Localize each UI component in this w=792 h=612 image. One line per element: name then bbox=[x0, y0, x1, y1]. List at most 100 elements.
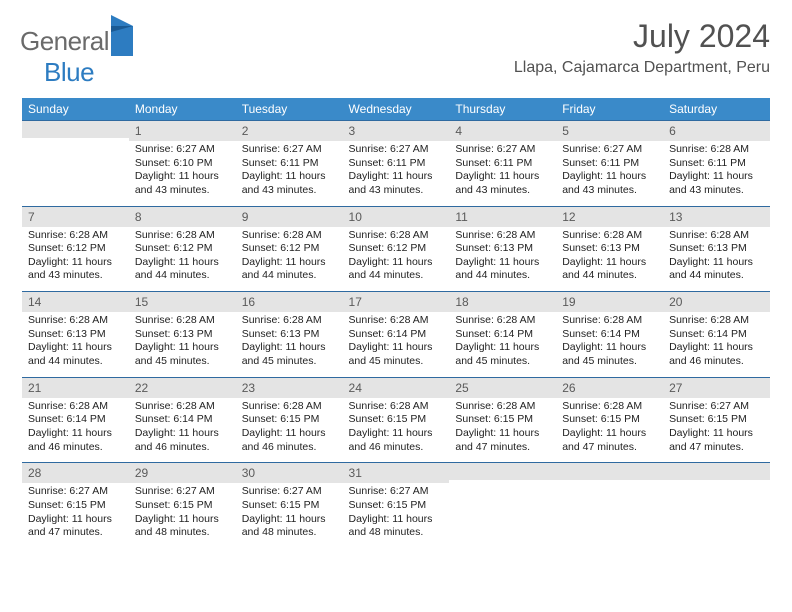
day-body: Sunrise: 6:28 AMSunset: 6:14 PMDaylight:… bbox=[22, 398, 129, 463]
day-body: Sunrise: 6:27 AMSunset: 6:15 PMDaylight:… bbox=[343, 483, 450, 548]
day-body: Sunrise: 6:27 AMSunset: 6:15 PMDaylight:… bbox=[129, 483, 236, 548]
calendar-cell: 30Sunrise: 6:27 AMSunset: 6:15 PMDayligh… bbox=[236, 462, 343, 548]
weekday-header: Friday bbox=[556, 98, 663, 120]
day-body: Sunrise: 6:28 AMSunset: 6:13 PMDaylight:… bbox=[129, 312, 236, 377]
calendar-cell: 27Sunrise: 6:27 AMSunset: 6:15 PMDayligh… bbox=[663, 377, 770, 463]
day-body: Sunrise: 6:27 AMSunset: 6:11 PMDaylight:… bbox=[556, 141, 663, 206]
calendar-cell: 11Sunrise: 6:28 AMSunset: 6:13 PMDayligh… bbox=[449, 206, 556, 292]
day-number bbox=[449, 462, 556, 480]
day-body: Sunrise: 6:28 AMSunset: 6:14 PMDaylight:… bbox=[449, 312, 556, 377]
day-number: 15 bbox=[129, 291, 236, 312]
title-block: July 2024 Llapa, Cajamarca Department, P… bbox=[514, 18, 770, 77]
day-body: Sunrise: 6:28 AMSunset: 6:13 PMDaylight:… bbox=[449, 227, 556, 292]
day-number: 6 bbox=[663, 120, 770, 141]
logo-sail-icon bbox=[111, 15, 133, 56]
calendar-cell: 7Sunrise: 6:28 AMSunset: 6:12 PMDaylight… bbox=[22, 206, 129, 292]
day-body: Sunrise: 6:28 AMSunset: 6:15 PMDaylight:… bbox=[236, 398, 343, 463]
calendar-cell: 24Sunrise: 6:28 AMSunset: 6:15 PMDayligh… bbox=[343, 377, 450, 463]
calendar-cell: 9Sunrise: 6:28 AMSunset: 6:12 PMDaylight… bbox=[236, 206, 343, 292]
day-body: Sunrise: 6:27 AMSunset: 6:15 PMDaylight:… bbox=[663, 398, 770, 463]
logo: General Blue bbox=[20, 26, 133, 88]
calendar-row: 1Sunrise: 6:27 AMSunset: 6:10 PMDaylight… bbox=[22, 120, 770, 206]
day-number: 12 bbox=[556, 206, 663, 227]
calendar-row: 28Sunrise: 6:27 AMSunset: 6:15 PMDayligh… bbox=[22, 462, 770, 548]
day-number: 8 bbox=[129, 206, 236, 227]
calendar-cell: 31Sunrise: 6:27 AMSunset: 6:15 PMDayligh… bbox=[343, 462, 450, 548]
day-number: 7 bbox=[22, 206, 129, 227]
calendar-cell: 5Sunrise: 6:27 AMSunset: 6:11 PMDaylight… bbox=[556, 120, 663, 206]
header: General Blue July 2024 Llapa, Cajamarca … bbox=[22, 18, 770, 88]
day-number: 3 bbox=[343, 120, 450, 141]
calendar-row: 21Sunrise: 6:28 AMSunset: 6:14 PMDayligh… bbox=[22, 377, 770, 463]
day-number bbox=[663, 462, 770, 480]
weekday-header: Saturday bbox=[663, 98, 770, 120]
day-body: Sunrise: 6:28 AMSunset: 6:13 PMDaylight:… bbox=[236, 312, 343, 377]
day-number: 14 bbox=[22, 291, 129, 312]
calendar-cell bbox=[22, 120, 129, 206]
day-body bbox=[663, 480, 770, 538]
day-number: 5 bbox=[556, 120, 663, 141]
day-body: Sunrise: 6:27 AMSunset: 6:15 PMDaylight:… bbox=[22, 483, 129, 548]
day-body: Sunrise: 6:28 AMSunset: 6:12 PMDaylight:… bbox=[236, 227, 343, 292]
day-number: 18 bbox=[449, 291, 556, 312]
day-number: 10 bbox=[343, 206, 450, 227]
logo-text-blue: Blue bbox=[44, 57, 94, 87]
calendar-cell: 26Sunrise: 6:28 AMSunset: 6:15 PMDayligh… bbox=[556, 377, 663, 463]
logo-text-general: General bbox=[20, 26, 109, 56]
calendar-cell: 4Sunrise: 6:27 AMSunset: 6:11 PMDaylight… bbox=[449, 120, 556, 206]
day-body: Sunrise: 6:28 AMSunset: 6:13 PMDaylight:… bbox=[663, 227, 770, 292]
day-body: Sunrise: 6:27 AMSunset: 6:11 PMDaylight:… bbox=[236, 141, 343, 206]
calendar-cell: 22Sunrise: 6:28 AMSunset: 6:14 PMDayligh… bbox=[129, 377, 236, 463]
day-number: 23 bbox=[236, 377, 343, 398]
day-body: Sunrise: 6:28 AMSunset: 6:12 PMDaylight:… bbox=[129, 227, 236, 292]
day-number bbox=[22, 120, 129, 138]
calendar-cell: 16Sunrise: 6:28 AMSunset: 6:13 PMDayligh… bbox=[236, 291, 343, 377]
calendar-row: 14Sunrise: 6:28 AMSunset: 6:13 PMDayligh… bbox=[22, 291, 770, 377]
day-number bbox=[556, 462, 663, 480]
calendar-cell: 10Sunrise: 6:28 AMSunset: 6:12 PMDayligh… bbox=[343, 206, 450, 292]
calendar-cell: 20Sunrise: 6:28 AMSunset: 6:14 PMDayligh… bbox=[663, 291, 770, 377]
weekday-header: Tuesday bbox=[236, 98, 343, 120]
page-title: July 2024 bbox=[514, 18, 770, 55]
calendar-cell: 21Sunrise: 6:28 AMSunset: 6:14 PMDayligh… bbox=[22, 377, 129, 463]
weekday-header: Sunday bbox=[22, 98, 129, 120]
day-number: 19 bbox=[556, 291, 663, 312]
calendar-cell: 29Sunrise: 6:27 AMSunset: 6:15 PMDayligh… bbox=[129, 462, 236, 548]
day-body: Sunrise: 6:27 AMSunset: 6:10 PMDaylight:… bbox=[129, 141, 236, 206]
day-number: 17 bbox=[343, 291, 450, 312]
day-body: Sunrise: 6:28 AMSunset: 6:11 PMDaylight:… bbox=[663, 141, 770, 206]
day-body: Sunrise: 6:28 AMSunset: 6:13 PMDaylight:… bbox=[22, 312, 129, 377]
calendar-cell: 25Sunrise: 6:28 AMSunset: 6:15 PMDayligh… bbox=[449, 377, 556, 463]
day-body: Sunrise: 6:28 AMSunset: 6:14 PMDaylight:… bbox=[663, 312, 770, 377]
calendar-cell: 18Sunrise: 6:28 AMSunset: 6:14 PMDayligh… bbox=[449, 291, 556, 377]
calendar-cell: 8Sunrise: 6:28 AMSunset: 6:12 PMDaylight… bbox=[129, 206, 236, 292]
day-number: 1 bbox=[129, 120, 236, 141]
day-number: 24 bbox=[343, 377, 450, 398]
calendar-cell: 6Sunrise: 6:28 AMSunset: 6:11 PMDaylight… bbox=[663, 120, 770, 206]
day-body: Sunrise: 6:28 AMSunset: 6:15 PMDaylight:… bbox=[449, 398, 556, 463]
weekday-header-row: SundayMondayTuesdayWednesdayThursdayFrid… bbox=[22, 98, 770, 120]
day-number: 29 bbox=[129, 462, 236, 483]
weekday-header: Wednesday bbox=[343, 98, 450, 120]
day-body: Sunrise: 6:28 AMSunset: 6:14 PMDaylight:… bbox=[343, 312, 450, 377]
day-body: Sunrise: 6:28 AMSunset: 6:15 PMDaylight:… bbox=[556, 398, 663, 463]
calendar-cell: 3Sunrise: 6:27 AMSunset: 6:11 PMDaylight… bbox=[343, 120, 450, 206]
day-number: 13 bbox=[663, 206, 770, 227]
calendar-cell: 2Sunrise: 6:27 AMSunset: 6:11 PMDaylight… bbox=[236, 120, 343, 206]
calendar-cell: 23Sunrise: 6:28 AMSunset: 6:15 PMDayligh… bbox=[236, 377, 343, 463]
location-text: Llapa, Cajamarca Department, Peru bbox=[514, 59, 770, 77]
day-number: 22 bbox=[129, 377, 236, 398]
calendar-body: 1Sunrise: 6:27 AMSunset: 6:10 PMDaylight… bbox=[22, 120, 770, 548]
day-number: 2 bbox=[236, 120, 343, 141]
weekday-header: Monday bbox=[129, 98, 236, 120]
weekday-header: Thursday bbox=[449, 98, 556, 120]
day-number: 25 bbox=[449, 377, 556, 398]
day-number: 16 bbox=[236, 291, 343, 312]
calendar-cell: 15Sunrise: 6:28 AMSunset: 6:13 PMDayligh… bbox=[129, 291, 236, 377]
calendar-cell: 13Sunrise: 6:28 AMSunset: 6:13 PMDayligh… bbox=[663, 206, 770, 292]
day-body: Sunrise: 6:28 AMSunset: 6:12 PMDaylight:… bbox=[22, 227, 129, 292]
day-number: 30 bbox=[236, 462, 343, 483]
calendar-cell: 28Sunrise: 6:27 AMSunset: 6:15 PMDayligh… bbox=[22, 462, 129, 548]
day-body bbox=[22, 138, 129, 196]
calendar-row: 7Sunrise: 6:28 AMSunset: 6:12 PMDaylight… bbox=[22, 206, 770, 292]
